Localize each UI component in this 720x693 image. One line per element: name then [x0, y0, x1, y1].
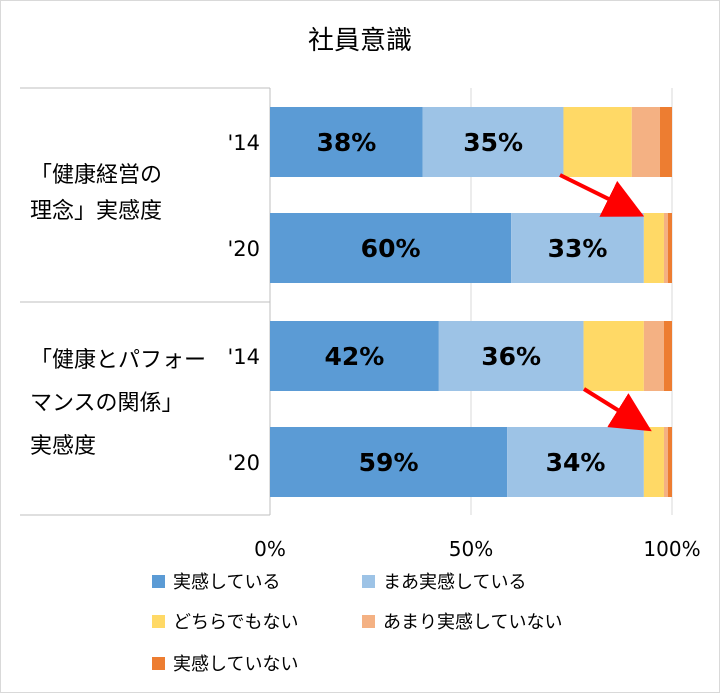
- legend-label: 実感している: [173, 572, 281, 593]
- bar-segment: [643, 427, 664, 497]
- group-label-line: 実感度: [30, 434, 96, 459]
- bar-segment: [663, 213, 668, 283]
- red-arrow-annotation: [559, 173, 645, 217]
- bar-segment: [270, 321, 439, 391]
- bar-segment: [422, 107, 564, 177]
- year-tick-label: '20: [228, 237, 261, 261]
- bar-segment: [583, 321, 644, 391]
- x-tick-label: 0%: [254, 537, 286, 561]
- bar-segment: [643, 213, 664, 283]
- legend-swatch: [152, 656, 165, 670]
- group-label-line: 「健康経営の: [30, 163, 162, 188]
- data-label: 42%: [324, 342, 384, 371]
- data-label: 60%: [361, 234, 421, 263]
- bar-segment: [507, 427, 644, 497]
- bar-segment: [663, 321, 672, 391]
- chart-title: 社員意識: [307, 26, 412, 56]
- legend-swatch: [362, 574, 375, 588]
- data-label: 59%: [359, 448, 419, 477]
- red-arrow-annotation: [582, 387, 652, 432]
- bar-segment: [663, 427, 668, 497]
- bar-segment: [270, 427, 508, 497]
- bar-segment: [270, 213, 512, 283]
- bar-segment: [667, 213, 672, 283]
- legend-swatch: [362, 614, 375, 628]
- legend-label: どちらでもない: [173, 612, 299, 633]
- data-label: 33%: [548, 234, 608, 263]
- bar-segment: [563, 107, 632, 177]
- legend-item: まあ実感している: [362, 568, 526, 594]
- bar-segment: [438, 321, 584, 391]
- legend-swatch: [152, 574, 165, 588]
- bar-segment: [659, 107, 672, 177]
- year-tick-label: '20: [228, 451, 261, 475]
- group-label-line: 理念」実感度: [30, 199, 162, 224]
- data-label: 34%: [546, 448, 606, 477]
- bar-segment: [643, 321, 664, 391]
- data-label: 36%: [481, 342, 541, 371]
- legend-item: 実感していない: [152, 650, 298, 676]
- bar-segment: [511, 213, 644, 283]
- group-label-line: マンスの関係」: [30, 391, 184, 416]
- bar-segment: [631, 107, 660, 177]
- group-label-line: 「健康とパフォー: [30, 348, 206, 373]
- legend-label: まあ実感している: [383, 572, 527, 593]
- year-tick-label: '14: [228, 345, 261, 369]
- bar-segment: [270, 107, 423, 177]
- legend-label: あまり実感していない: [383, 612, 563, 633]
- bar-segment: [667, 427, 672, 497]
- x-tick-label: 100%: [643, 537, 700, 561]
- legend-item: 実感している: [152, 568, 280, 594]
- data-label: 38%: [316, 128, 376, 157]
- legend-swatch: [152, 614, 165, 628]
- legend-item: あまり実感していない: [362, 608, 562, 634]
- legend-item: どちらでもない: [152, 608, 298, 634]
- x-tick-label: 50%: [449, 537, 493, 561]
- data-label: 35%: [463, 128, 523, 157]
- legend-label: 実感していない: [173, 654, 299, 675]
- year-tick-label: '14: [228, 131, 261, 155]
